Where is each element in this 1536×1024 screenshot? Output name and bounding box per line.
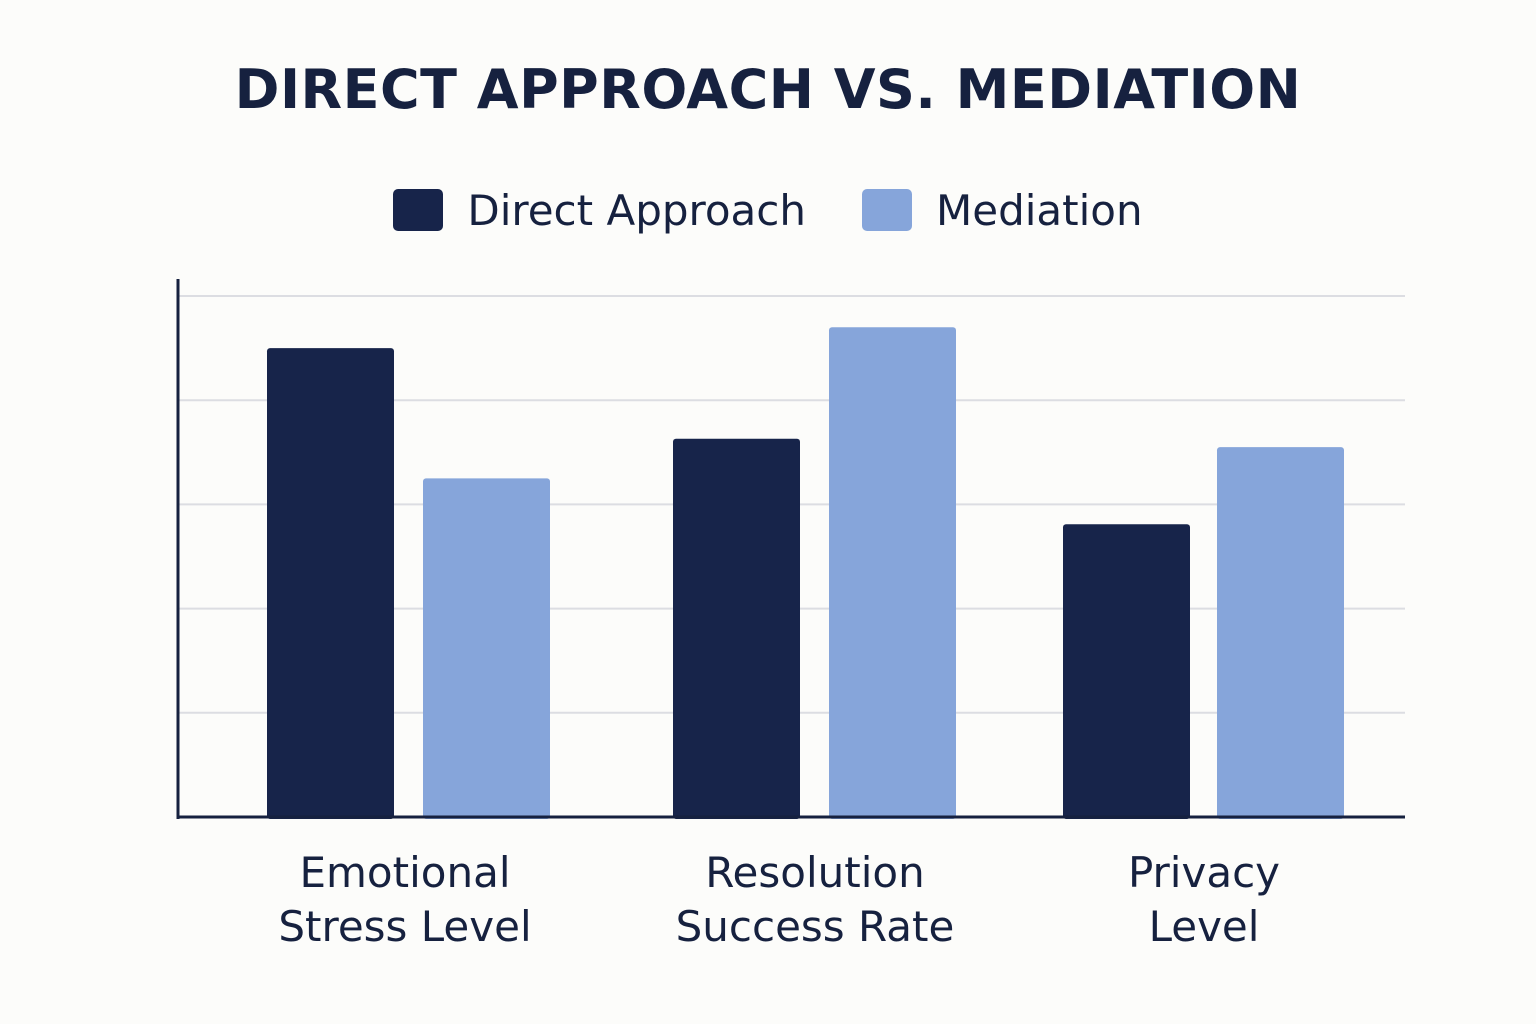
bar-direct-approach-1 (673, 438, 800, 819)
legend-item-mediation: Mediation (862, 186, 1143, 235)
legend-swatch-direct-approach (393, 189, 444, 231)
x-tick-label-privacy-level: Privacy Level (1024, 846, 1384, 954)
legend-label-mediation: Mediation (936, 185, 1143, 235)
legend-swatch-mediation (862, 189, 913, 231)
x-tick-label-resolution-success: Resolution Success Rate (635, 846, 995, 954)
x-tick-label-emotional-stress: Emotional Stress Level (225, 846, 585, 954)
x-tick-line: Stress Level (278, 902, 532, 951)
legend: Direct Approach Mediation (0, 184, 1536, 236)
bar-mediation-2 (1217, 447, 1344, 819)
x-tick-line: Emotional (299, 848, 511, 897)
legend-item-direct-approach: Direct Approach (393, 186, 806, 235)
x-tick-line: Privacy (1127, 848, 1281, 897)
x-tick-line: Level (1148, 902, 1260, 951)
bar-mediation-0 (423, 478, 550, 819)
bar-mediation-1 (829, 327, 956, 819)
bar-direct-approach-2 (1063, 524, 1190, 819)
chart-title: DIRECT APPROACH VS. MEDIATION (234, 58, 1302, 121)
x-tick-line: Success Rate (675, 902, 955, 951)
x-tick-line: Resolution (705, 848, 925, 897)
bar-direct-approach-0 (267, 348, 394, 819)
legend-label-direct-approach: Direct Approach (467, 185, 807, 235)
